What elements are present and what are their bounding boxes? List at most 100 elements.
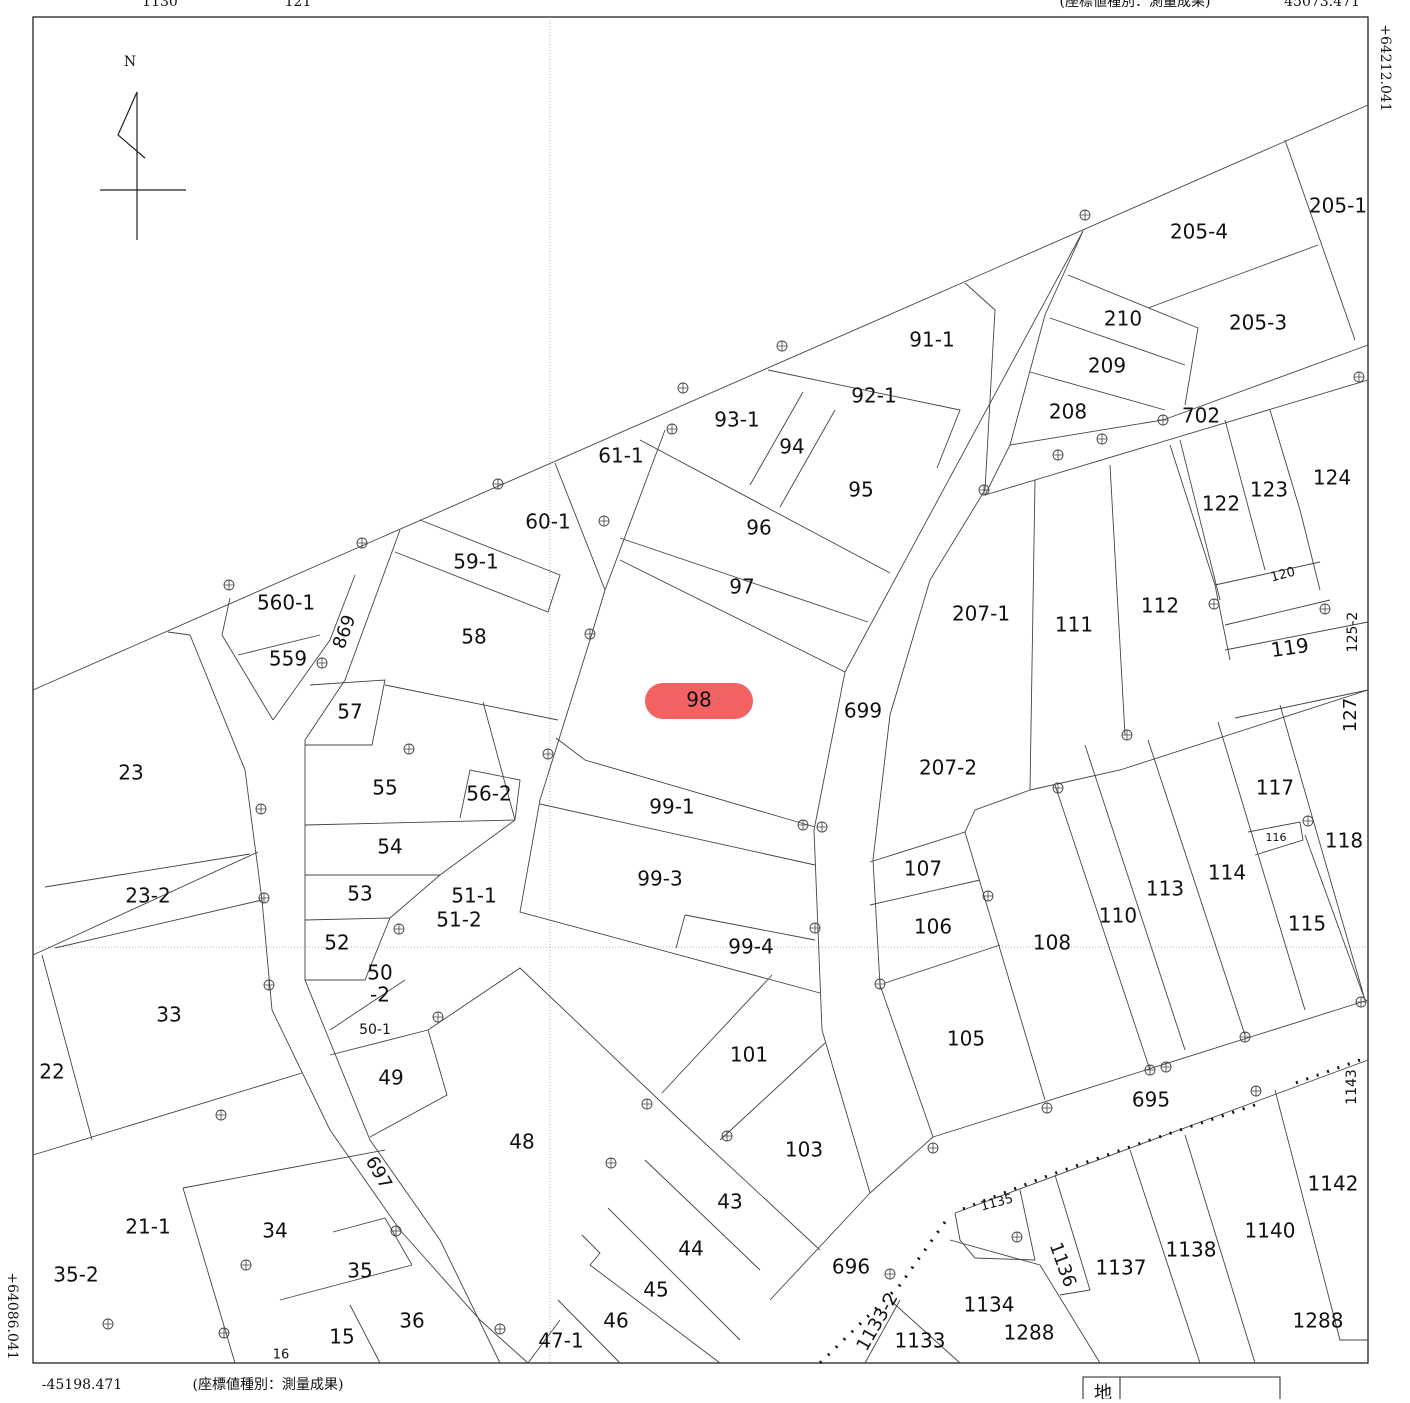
survey-point-cross (1354, 372, 1364, 382)
parcel-label: 21-1 (125, 1215, 170, 1239)
parcel-label: 123 (1250, 478, 1288, 502)
survey-point-cross (433, 1012, 443, 1022)
parcel-boundaries (32, 104, 1369, 1364)
parcel-label: 57 (337, 700, 362, 724)
parcel-label: 1134 (964, 1293, 1015, 1317)
survey-point-cross (391, 1226, 401, 1236)
survey-point-cross (543, 749, 553, 759)
survey-point-cross (317, 658, 327, 668)
parcel-label: 1135 (979, 1191, 1015, 1214)
parcel-label: 697 (361, 1153, 396, 1193)
parcel-label: 696 (832, 1255, 870, 1279)
parcel-label: -2 (370, 983, 390, 1007)
parcel-label: 59-1 (453, 550, 498, 574)
survey-point-cross (357, 538, 367, 548)
parcel-label: 110 (1099, 904, 1137, 928)
parcel-label: 46 (603, 1309, 628, 1333)
survey-point-cross (259, 893, 269, 903)
parcel-label: 125-2 (1345, 612, 1361, 653)
parcel-label: 51-2 (436, 908, 481, 932)
parcel-label: 99-1 (649, 795, 694, 819)
survey-point-cross (1080, 210, 1090, 220)
coordinate-label: +64086.041 (4, 1272, 20, 1359)
survey-point-cross (885, 1269, 895, 1279)
parcel-label: 115 (1288, 912, 1326, 936)
parcel-label: 50-1 (359, 1022, 391, 1038)
survey-point-cross (1209, 599, 1219, 609)
parcel-label: 111 (1055, 613, 1093, 637)
parcel-label: 869 (329, 612, 360, 651)
survey-point-cross (606, 1158, 616, 1168)
parcel-label: 112 (1141, 594, 1179, 618)
parcel-label: 210 (1104, 307, 1142, 331)
parcel-label: 560-1 (257, 591, 315, 615)
parcel-label: 101 (730, 1043, 768, 1067)
parcel-label: 116 (1266, 831, 1287, 844)
parcel-label: 699 (844, 699, 882, 723)
parcel-label: 61-1 (598, 444, 643, 468)
parcel-label: 56-2 (466, 782, 511, 806)
survey-point-cross (1161, 1062, 1171, 1072)
parcel-label: 207-2 (919, 756, 977, 780)
parcel-label: 49 (378, 1066, 403, 1090)
parcel-label: 44 (678, 1237, 703, 1261)
survey-point-cross (1053, 450, 1063, 460)
parcel-label: 54 (377, 835, 402, 859)
parcel-label: 119 (1269, 633, 1310, 662)
parcel-label: 45 (643, 1278, 668, 1302)
parcel-label: 106 (914, 915, 952, 939)
parcel-label: 117 (1256, 776, 1294, 800)
parcel-label: 1133 (895, 1329, 946, 1353)
parcel-label: 52 (324, 931, 349, 955)
parcel-label: 95 (848, 478, 873, 502)
north-arrow (100, 91, 186, 240)
parcel-label: 50 (367, 961, 392, 985)
parcel-label: 207-1 (952, 602, 1010, 626)
parcel-label: 36 (399, 1309, 424, 1333)
parcel-label: 34 (262, 1219, 287, 1243)
survey-point-cross (404, 744, 414, 754)
survey-point-cross (1042, 1103, 1052, 1113)
parcel-label: 94 (779, 435, 804, 459)
survey-point-cross (642, 1099, 652, 1109)
parcel-label: 93-1 (714, 408, 759, 432)
parcel-label: 15 (329, 1325, 354, 1349)
coordinate-note: (座標値種別：測量成果) (193, 1377, 344, 1393)
survey-point-cross (678, 383, 688, 393)
header-text: 45073.471 (1284, 0, 1360, 10)
survey-point-cross (599, 516, 609, 526)
survey-point-cross (1158, 415, 1168, 425)
parcel-label: 96 (746, 516, 771, 540)
survey-point-cross (928, 1143, 938, 1153)
parcel-label: 108 (1033, 931, 1071, 955)
parcel-label: 113 (1146, 877, 1184, 901)
survey-point-cross (224, 580, 234, 590)
survey-point-cross (1240, 1032, 1250, 1042)
coordinate-label: +64212.041 (1377, 24, 1393, 111)
parcel-label: 1288 (1004, 1321, 1055, 1345)
parcel-label: 51-1 (451, 884, 496, 908)
survey-point-cross (1097, 434, 1107, 444)
legend-box (1082, 1376, 1281, 1403)
parcel-label: 55 (372, 776, 397, 800)
survey-point-cross (777, 341, 787, 351)
parcel-label: 114 (1208, 861, 1246, 885)
survey-point-cross (979, 485, 989, 495)
survey-point-cross (216, 1110, 226, 1120)
header-text: 121 (285, 0, 312, 10)
survey-point-cross (798, 820, 808, 830)
parcel-label: 23 (118, 761, 143, 785)
survey-point-cross (875, 979, 885, 989)
survey-point-cross (495, 1324, 505, 1334)
survey-point-cross (219, 1328, 229, 1338)
parcel-label: 120 (1269, 565, 1297, 586)
header-text: 1130 (142, 0, 178, 10)
survey-point-cross (810, 923, 820, 933)
parcel-label: 208 (1049, 400, 1087, 424)
parcel-label: 127 (1340, 698, 1361, 732)
highlighted-parcel-label: 98 (686, 688, 711, 712)
parcel-label: 91-1 (909, 328, 954, 352)
parcel-label: 60-1 (525, 510, 570, 534)
parcel-label: 48 (509, 1130, 534, 1154)
